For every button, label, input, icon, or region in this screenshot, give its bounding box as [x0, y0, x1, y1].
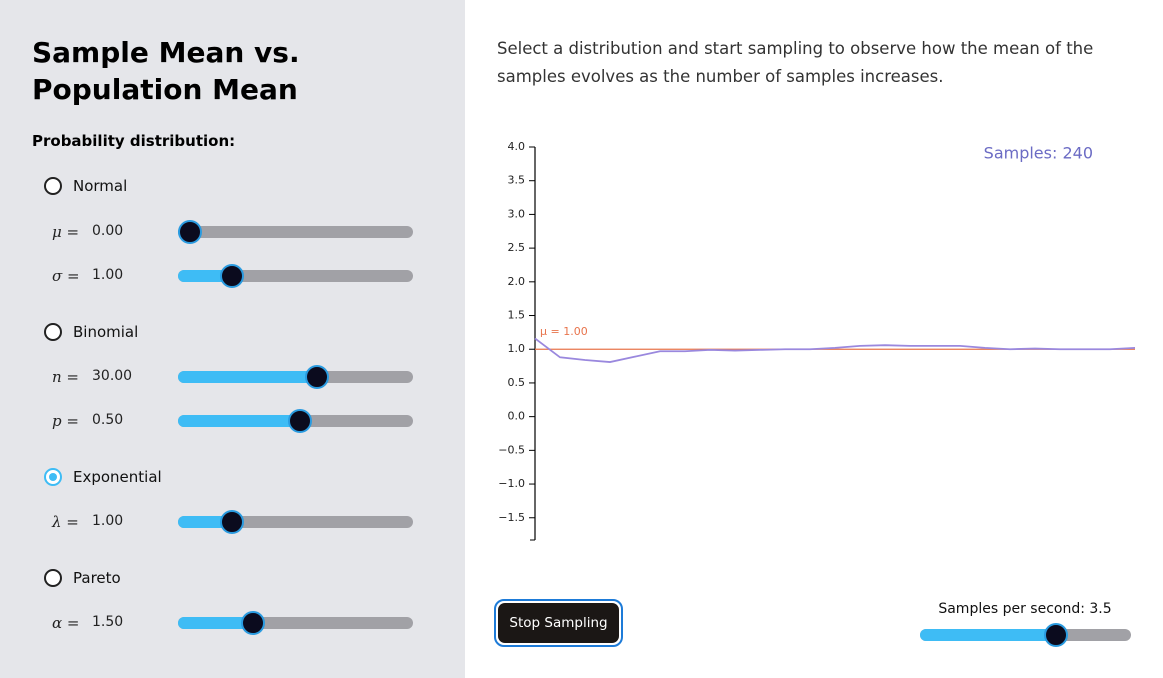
y-tick-label: 2.5: [508, 241, 526, 254]
distribution-option[interactable]: Normal: [0, 173, 465, 203]
distribution-option[interactable]: Exponential: [0, 464, 465, 494]
radio[interactable]: [44, 177, 62, 195]
parameter-symbol: n =: [52, 368, 79, 386]
distribution-option[interactable]: Binomial: [0, 319, 465, 349]
parameter-symbol: p =: [52, 412, 79, 430]
reference-label: μ = 1.00: [540, 325, 588, 338]
y-tick-label: 2.0: [508, 275, 526, 288]
distribution-option[interactable]: Pareto: [0, 565, 465, 595]
parameter-slider[interactable]: [178, 409, 413, 433]
slider-knob[interactable]: [241, 611, 265, 635]
slider-knob[interactable]: [305, 365, 329, 389]
slider-knob[interactable]: [220, 264, 244, 288]
slider-fill: [178, 516, 232, 528]
parameter-row: α = 1.50: [0, 609, 465, 639]
parameter-row: μ = 0.00: [0, 218, 465, 248]
y-tick-label: 0.0: [508, 410, 526, 423]
y-tick-label: 3.0: [508, 207, 526, 220]
stop-button[interactable]: Stop Sampling: [494, 599, 623, 647]
parameter-slider[interactable]: [178, 611, 413, 635]
parameter-value: 1.00: [92, 513, 124, 529]
sidebar: Sample Mean vs. Population Mean Probabil…: [0, 0, 465, 678]
y-tick-label: 3.5: [508, 174, 526, 187]
parameter-symbol: μ =: [52, 223, 80, 241]
parameter-symbol: λ =: [52, 513, 79, 531]
y-tick-label: −0.5: [498, 443, 525, 456]
parameter-slider[interactable]: [178, 510, 413, 534]
y-tick-label: 4.0: [508, 140, 526, 153]
parameter-value: 0.50: [92, 412, 124, 428]
parameter-row: σ = 1.00: [0, 262, 465, 292]
parameter-value: 1.50: [92, 614, 124, 630]
distribution-name: Exponential: [73, 468, 162, 486]
slider-fill: [920, 629, 1056, 641]
radio[interactable]: [44, 323, 62, 341]
y-tick-label: 1.5: [508, 309, 526, 322]
parameter-row: n = 30.00: [0, 363, 465, 393]
parameter-slider[interactable]: [178, 220, 413, 244]
y-tick-label: −1.0: [498, 477, 525, 490]
title: Sample Mean vs. Population Mean: [32, 36, 300, 106]
parameter-value: 0.00: [92, 223, 124, 239]
y-tick-label: 0.5: [508, 376, 526, 389]
button-label: Stop Sampling: [498, 603, 619, 643]
distribution-name: Normal: [73, 177, 128, 195]
parameter-slider[interactable]: [178, 264, 413, 288]
speed-label: Samples per second: 3.5: [938, 601, 1112, 617]
parameter-symbol: σ =: [52, 267, 80, 285]
parameter-row: λ = 1.00: [0, 508, 465, 538]
chart: −1.5 −1.0 −0.5 0.0 0.5 1.0 1.5 2.0 2.5 3.0 3.5 4.0 μ…: [498, 140, 1136, 541]
slider-knob[interactable]: [220, 510, 244, 534]
distribution-label: Probability distribution:: [32, 132, 236, 150]
distribution-name: Pareto: [73, 569, 121, 587]
parameter-symbol: α =: [52, 614, 80, 632]
slider-knob[interactable]: [288, 409, 312, 433]
radio[interactable]: [44, 569, 62, 587]
y-tick-label: 1.0: [508, 342, 526, 355]
parameter-value: 1.00: [92, 267, 124, 283]
distribution-name: Binomial: [73, 323, 139, 341]
slider-fill: [178, 270, 232, 282]
slider-knob[interactable]: [178, 220, 202, 244]
slider-fill: [178, 371, 317, 383]
parameter-row: p = 0.50: [0, 407, 465, 437]
parameter-slider[interactable]: [178, 365, 413, 389]
parameter-value: 30.00: [92, 368, 133, 384]
radio[interactable]: [44, 468, 62, 486]
slider-fill: [178, 415, 300, 427]
intro-text: Select a distribution and start sampling…: [497, 39, 1094, 86]
mean-line: [534, 337, 1136, 363]
annotation: Samples: 240: [984, 144, 1093, 163]
speed-slider[interactable]: [920, 623, 1131, 647]
slider-knob[interactable]: [1044, 623, 1068, 647]
slider-fill: [178, 617, 253, 629]
y-tick-label: −1.5: [498, 511, 525, 524]
